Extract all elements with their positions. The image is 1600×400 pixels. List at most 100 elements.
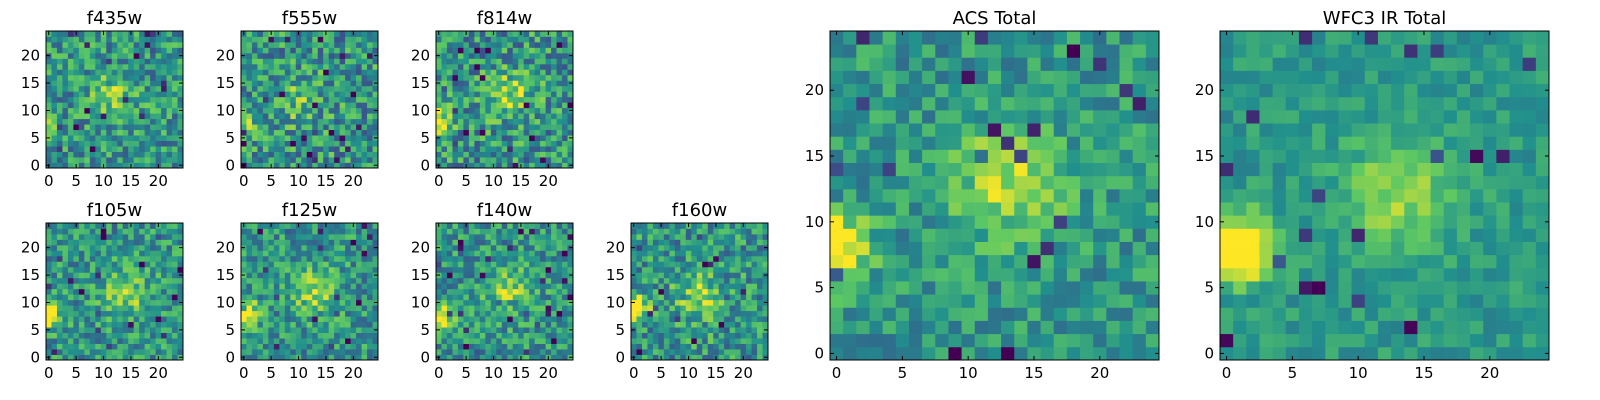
heatmap-cell <box>78 266 85 273</box>
heatmap-cell <box>523 41 530 48</box>
heatmap-cell <box>501 332 508 339</box>
y-tick-label: 5 <box>225 129 235 147</box>
heatmap-cell <box>78 36 85 43</box>
heatmap-cell <box>172 124 178 131</box>
heatmap-cell <box>707 250 714 257</box>
heatmap-cell <box>718 272 725 279</box>
heatmap-cell <box>46 233 52 240</box>
heatmap-cell <box>312 36 319 43</box>
heatmap-cell <box>84 239 91 246</box>
heatmap-cell <box>295 327 302 333</box>
heatmap-cell <box>290 255 297 262</box>
heatmap-cell <box>122 283 129 290</box>
heatmap-cell <box>1014 162 1028 177</box>
heatmap-cell <box>882 175 897 190</box>
heatmap-cell <box>251 349 258 355</box>
heatmap-cell <box>935 307 949 321</box>
heatmap-cell <box>501 52 508 59</box>
heatmap-cell <box>133 124 140 131</box>
heatmap-cell <box>974 162 989 177</box>
heatmap-cell <box>257 310 264 317</box>
heatmap-cell <box>295 91 302 98</box>
heatmap-cell <box>702 244 709 251</box>
heatmap-cell <box>257 283 264 290</box>
heatmap-cell <box>534 85 541 92</box>
heatmap-cell <box>139 157 146 163</box>
heatmap-cell <box>702 332 709 339</box>
heatmap-cell <box>680 321 687 328</box>
heatmap-cell <box>663 250 670 257</box>
heatmap-cell <box>501 310 508 317</box>
heatmap-cell <box>457 327 464 333</box>
heatmap-cell <box>551 316 557 323</box>
heatmap-cell <box>155 58 162 65</box>
heatmap-cell <box>452 321 459 328</box>
heatmap-cell <box>372 294 379 301</box>
heatmap-cell <box>562 255 568 262</box>
heatmap-cell <box>89 283 96 290</box>
heatmap-cell <box>177 140 184 147</box>
heatmap-cell <box>361 223 368 229</box>
heatmap-cell <box>507 58 514 65</box>
heatmap-cell <box>62 272 69 279</box>
heatmap-cell <box>441 31 448 37</box>
heatmap-cell <box>284 343 291 350</box>
heatmap-cell <box>463 305 470 312</box>
heatmap-cell <box>652 327 659 333</box>
heatmap-cell <box>551 146 557 152</box>
heatmap-cell <box>62 299 69 306</box>
heatmap-cell <box>540 36 546 43</box>
heatmap-cell <box>961 228 976 242</box>
heatmap-cell <box>62 354 69 361</box>
heatmap-cell <box>691 288 698 295</box>
heatmap-cell <box>529 151 536 158</box>
heatmap-cell <box>155 299 162 306</box>
heatmap-cell <box>468 299 475 306</box>
heatmap-cell <box>241 74 247 81</box>
heatmap-cell <box>696 233 703 240</box>
heatmap-cell <box>122 69 129 76</box>
heatmap-cell <box>501 327 508 333</box>
heatmap-cell <box>317 228 324 235</box>
heatmap-cell <box>713 288 720 295</box>
heatmap-cell <box>290 151 297 158</box>
heatmap-cell <box>658 228 665 235</box>
heatmap-cell <box>757 316 763 323</box>
heatmap-cell <box>457 228 464 235</box>
heatmap-cell <box>436 261 442 268</box>
heatmap-cell <box>356 349 362 355</box>
heatmap-cell <box>830 307 844 321</box>
heatmap-cell <box>73 151 80 158</box>
heatmap-cell <box>345 272 351 279</box>
heatmap-cell <box>150 239 156 246</box>
heatmap-cell <box>479 52 486 59</box>
heatmap-cell <box>334 52 341 59</box>
heatmap-cell <box>729 255 736 262</box>
heatmap-cell <box>1132 254 1147 269</box>
heatmap-cell <box>279 140 286 147</box>
heatmap-cell <box>356 283 362 290</box>
heatmap-cell <box>529 321 536 328</box>
heatmap-cell <box>284 272 291 279</box>
heatmap-cell <box>718 310 725 317</box>
heatmap-cell <box>279 80 286 87</box>
x-tick-label: 0 <box>629 364 639 382</box>
heatmap-cell <box>155 316 162 323</box>
heatmap-cell <box>251 343 258 350</box>
heatmap-cell <box>295 305 302 312</box>
heatmap-cell <box>457 63 464 70</box>
heatmap-cell <box>67 151 74 158</box>
heatmap-cell <box>556 343 563 350</box>
heatmap-cell <box>490 338 497 344</box>
heatmap-cell <box>1040 175 1055 190</box>
heatmap-cell <box>334 85 341 92</box>
heatmap-cell <box>540 129 546 136</box>
heatmap-cell <box>350 327 357 333</box>
heatmap-cell <box>869 307 884 321</box>
heatmap-cell <box>724 228 731 235</box>
heatmap-cell <box>356 277 362 284</box>
heatmap-cell <box>241 63 247 70</box>
heatmap-cell <box>556 233 563 240</box>
heatmap-cell <box>1027 215 1041 229</box>
